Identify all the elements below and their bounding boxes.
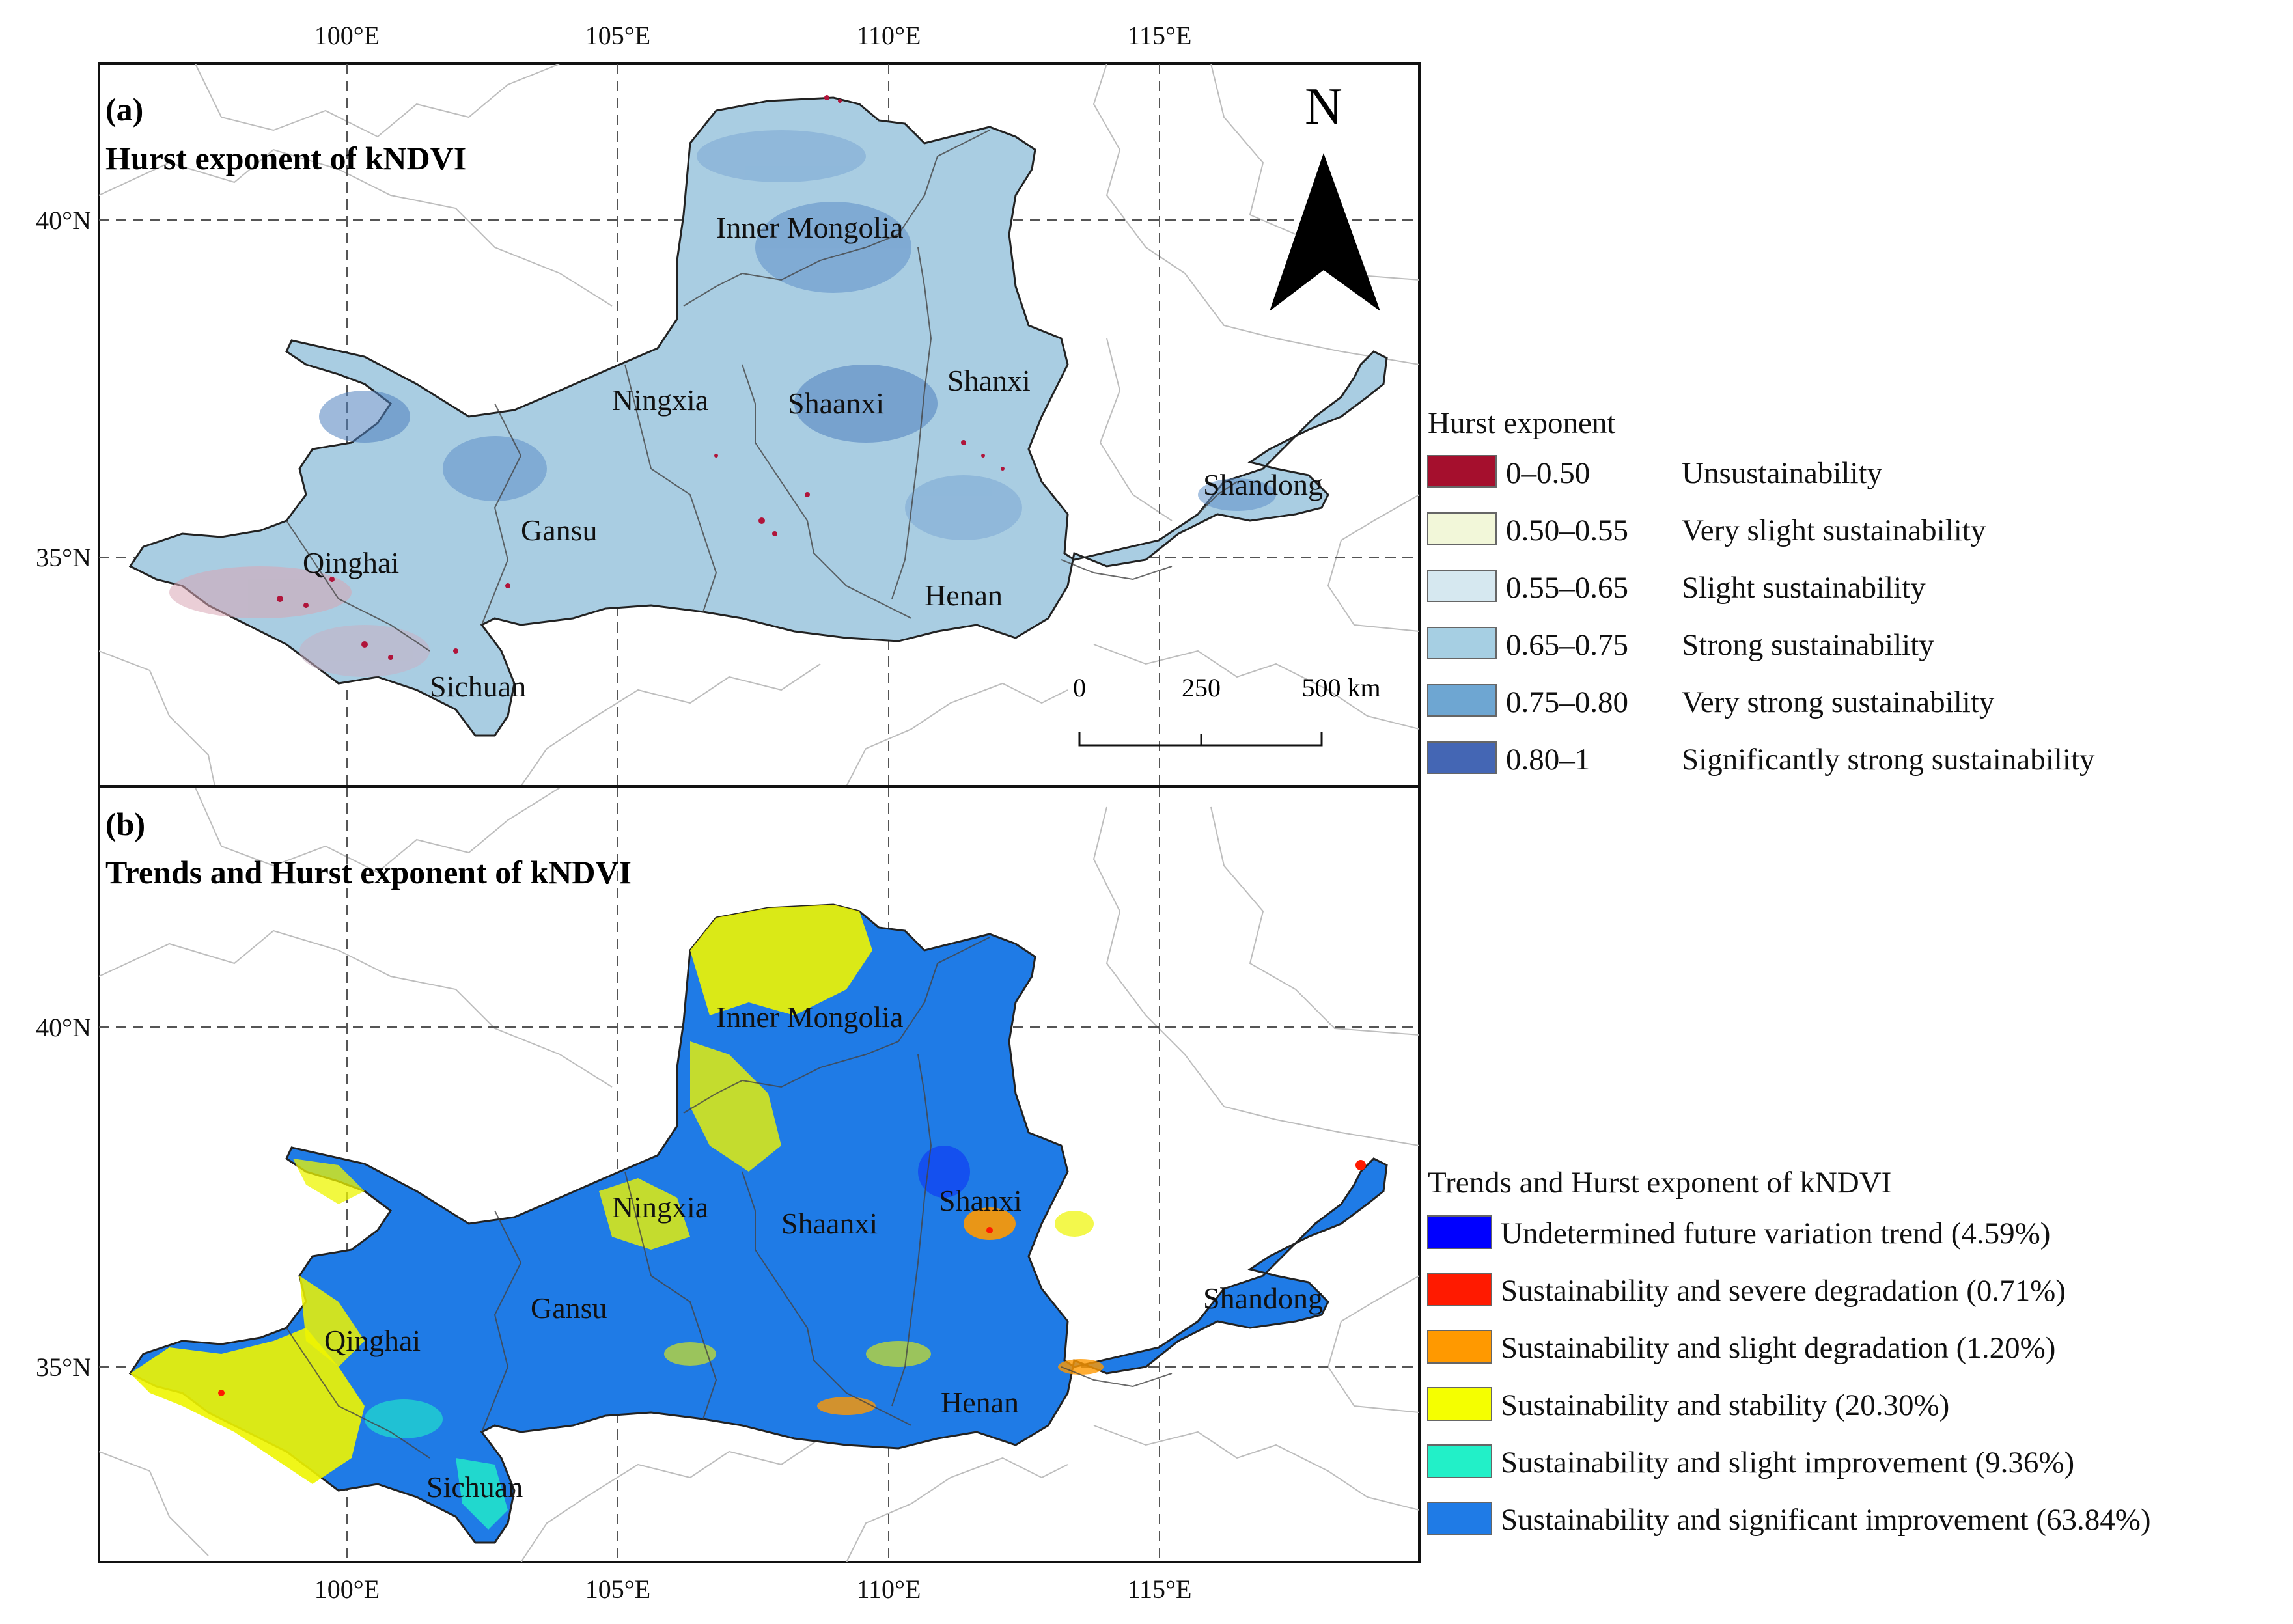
legend-a-title: Hurst exponent <box>1428 406 1615 440</box>
legend-b-item: Sustainability and stability (20.30%) <box>1427 1387 1949 1422</box>
province-label-shaanxi: Shaanxi <box>788 387 884 420</box>
panel-a-title: Hurst exponent of kNDVI <box>105 140 466 176</box>
legend-a-item: 0.80–1 Significantly strong sustainabili… <box>1427 741 2095 777</box>
axis-labels: 100°E 105°E 110°E 115°E 100°E 105°E 110°… <box>36 21 1191 1604</box>
province-label-shanxi: Shanxi <box>939 1184 1022 1217</box>
panel-b-province-borders <box>286 937 1173 1459</box>
scale-tick-250: 250 <box>1182 673 1221 702</box>
legend-b: Trends and Hurst exponent of kNDVI Undet… <box>1427 1166 2151 1537</box>
legend-b-title: Trends and Hurst exponent of kNDVI <box>1428 1166 1891 1200</box>
province-label-henan: Henan <box>941 1386 1019 1419</box>
scale-tick-500: 500 km <box>1301 673 1380 702</box>
legend-label: Very slight sustainability <box>1682 514 1986 547</box>
legend-b-item: Sustainability and slight degradation (1… <box>1427 1330 2055 1365</box>
legend-a-item: 0.75–0.80 Very strong sustainability <box>1427 684 1995 719</box>
north-arrow-label: N <box>1305 78 1342 135</box>
lat-tick-40-a: 40°N <box>36 206 91 235</box>
province-label-henan: Henan <box>924 579 1003 612</box>
lat-tick-40-b: 40°N <box>36 1013 91 1042</box>
province-label-shaanxi: Shaanxi <box>781 1207 878 1240</box>
province-label-gansu: Gansu <box>521 514 598 547</box>
lon-tick-105-bottom: 105°E <box>585 1575 650 1604</box>
panel-b-title: Trends and Hurst exponent of kNDVI <box>105 854 632 890</box>
legend-label: Slight sustainability <box>1682 571 1926 605</box>
legend-a-item: 0.65–0.75 Strong sustainability <box>1427 627 1934 662</box>
province-label-shandong: Shandong <box>1203 468 1323 501</box>
north-arrow: N <box>1270 78 1380 311</box>
legend-swatch <box>1427 512 1497 545</box>
province-label-sichuan: Sichuan <box>426 1470 523 1504</box>
province-label-ningxia: Ningxia <box>612 1190 708 1224</box>
legend-swatch <box>1427 570 1497 602</box>
legend-b-item: Sustainability and severe degradation (0… <box>1427 1273 2066 1308</box>
lon-tick-115-bottom: 115°E <box>1128 1575 1192 1604</box>
legend-range: 0.80–1 <box>1506 743 1590 777</box>
province-label-inner-mongolia: Inner Mongolia <box>716 211 903 244</box>
province-label-ningxia: Ningxia <box>612 383 708 417</box>
legend-swatch <box>1427 1215 1492 1249</box>
legend-range: 0.55–0.65 <box>1506 571 1628 605</box>
legend-a-item: 0.55–0.65 Slight sustainability <box>1427 570 1926 605</box>
scale-tick-0: 0 <box>1073 673 1086 702</box>
panel-a-province-borders <box>286 130 1238 652</box>
panel-a-province-labels: Inner Mongolia Ningxia Shaanxi Shanxi Ga… <box>303 211 1323 703</box>
legend-swatch <box>1427 684 1497 717</box>
legend-a-item: 0.50–0.55 Very slight sustainability <box>1427 512 1986 547</box>
lon-tick-110-bottom: 110°E <box>857 1575 921 1604</box>
legend-label: Sustainability and slight improvement (9… <box>1501 1446 2074 1479</box>
province-label-qinghai: Qinghai <box>303 546 399 579</box>
panel-a-unsustainable-pixels <box>277 95 1005 660</box>
legend-swatch <box>1427 741 1497 774</box>
panel-a-label: (a) <box>105 91 143 128</box>
lat-tick-35-b: 35°N <box>36 1353 91 1382</box>
legend-b-item: Undetermined future variation trend (4.5… <box>1427 1215 2050 1250</box>
lon-tick-100-top: 100°E <box>314 21 380 50</box>
lat-tick-35-a: 35°N <box>36 543 91 572</box>
legend-b-item: Sustainability and slight improvement (9… <box>1427 1444 2074 1479</box>
panel-b-label: (b) <box>105 806 145 842</box>
legend-swatch <box>1427 627 1497 659</box>
lon-tick-110-top: 110°E <box>857 21 921 50</box>
province-label-gansu: Gansu <box>531 1291 607 1325</box>
lon-tick-115-top: 115°E <box>1128 21 1192 50</box>
panel-b-class-patches <box>130 905 1366 1530</box>
panel-a-map: (a) Hurst exponent of kNDVI Inner Mongol… <box>98 62 1421 788</box>
province-label-shanxi: Shanxi <box>947 364 1031 397</box>
north-arrow-icon <box>1270 153 1380 311</box>
legend-swatch <box>1427 1502 1492 1535</box>
legend-a: Hurst exponent 0–0.50 Unsustainability 0… <box>1427 406 2095 777</box>
legend-b-item: Sustainability and significant improveme… <box>1427 1502 2151 1537</box>
legend-range: 0.65–0.75 <box>1506 628 1628 662</box>
province-label-sichuan: Sichuan <box>430 670 526 703</box>
legend-label: Strong sustainability <box>1682 628 1934 662</box>
legend-swatch <box>1427 455 1497 488</box>
panel-b-map: (b) Trends and Hurst exponent of kNDVI I… <box>98 785 1421 1563</box>
lon-tick-105-top: 105°E <box>585 21 650 50</box>
lon-tick-100-bottom: 100°E <box>314 1575 380 1604</box>
legend-swatch <box>1427 1444 1492 1478</box>
legend-label: Significantly strong sustainability <box>1682 743 2095 777</box>
legend-label: Undetermined future variation trend (4.5… <box>1501 1217 2050 1250</box>
province-label-shandong: Shandong <box>1203 1282 1323 1315</box>
panel-a-texture <box>169 130 1276 677</box>
legend-label: Very strong sustainability <box>1682 685 1995 719</box>
legend-swatch <box>1427 1273 1492 1306</box>
legend-label: Sustainability and stability (20.30%) <box>1501 1388 1949 1422</box>
panel-a-background-boundaries <box>99 64 1419 786</box>
province-label-qinghai: Qinghai <box>324 1324 421 1357</box>
legend-range: 0–0.50 <box>1506 456 1590 490</box>
panel-b-province-labels: Inner Mongolia Ningxia Shaanxi Shanxi Ga… <box>324 1000 1323 1504</box>
panel-b-background-boundaries <box>99 788 1419 1562</box>
legend-label: Sustainability and slight degradation (1… <box>1501 1331 2055 1365</box>
legend-range: 0.50–0.55 <box>1506 514 1628 547</box>
legend-a-item: 0–0.50 Unsustainability <box>1427 455 1883 490</box>
legend-swatch <box>1427 1330 1492 1364</box>
legend-label: Unsustainability <box>1682 456 1883 490</box>
province-label-inner-mongolia: Inner Mongolia <box>716 1000 903 1034</box>
legend-swatch <box>1427 1387 1492 1421</box>
scale-bar: 0 250 500 km <box>1073 673 1381 747</box>
legend-label: Sustainability and significant improveme… <box>1501 1503 2151 1537</box>
legend-label: Sustainability and severe degradation (0… <box>1501 1274 2066 1308</box>
legend-range: 0.75–0.80 <box>1506 685 1628 719</box>
